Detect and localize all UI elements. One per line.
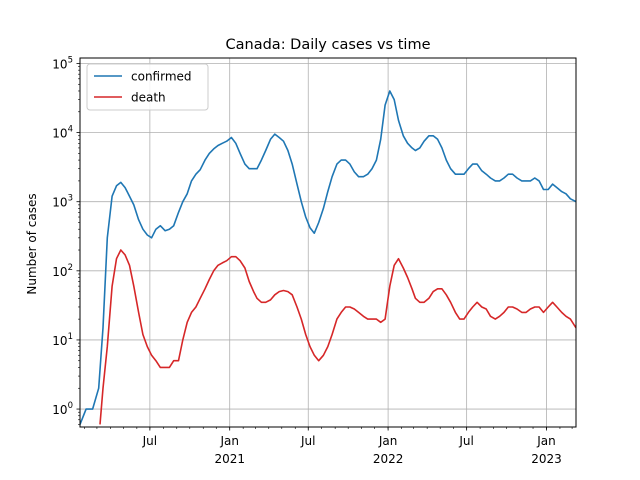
y-tick-label: 100 [52, 401, 73, 417]
x-tick-label: Jul [142, 434, 157, 448]
y-tick-label-exponent: 4 [68, 125, 73, 135]
y-tick-label: 101 [52, 332, 73, 348]
x-tick-label: Jan [378, 434, 398, 448]
y-tick-label-base: 10 [52, 57, 67, 71]
y-tick-label-exponent: 2 [68, 263, 73, 273]
x-tick-label: Jul [300, 434, 315, 448]
y-tick-label: 105 [52, 55, 73, 71]
y-tick-label-base: 10 [52, 196, 67, 210]
legend: confirmed death [86, 63, 209, 111]
y-tick-label-base: 10 [52, 127, 67, 141]
legend-label-confirmed: confirmed [131, 70, 192, 84]
y-axis-label: Number of cases [25, 193, 39, 294]
y-tick-label: 103 [52, 194, 73, 210]
plot-frame [79, 57, 577, 428]
y-tick-label-exponent: 3 [68, 194, 73, 204]
y-tick-label: 102 [52, 263, 73, 279]
y-tick-label-base: 10 [52, 334, 67, 348]
y-tick-label-exponent: 1 [68, 332, 73, 342]
series-line-confirmed [80, 90, 576, 425]
y-tick-label-base: 10 [52, 403, 67, 417]
grid [80, 58, 576, 427]
y-tick-label-exponent: 0 [68, 401, 73, 411]
x-tick-year-label: 2023 [531, 452, 562, 466]
x-tick-year-label: 2022 [373, 452, 404, 466]
x-tick-year-label: 2021 [214, 452, 245, 466]
x-tick-label: Jul [458, 434, 473, 448]
legend-label-death: death [131, 91, 166, 105]
y-tick-label-exponent: 5 [68, 55, 73, 65]
chart-title: Canada: Daily cases vs time [226, 37, 431, 53]
series-line-death [99, 249, 576, 425]
y-tick-label-base: 10 [52, 265, 67, 279]
x-tick-label: Jan [219, 434, 239, 448]
x-tick-label: Jan [536, 434, 556, 448]
series-layer [80, 90, 576, 425]
y-tick-label: 104 [52, 125, 73, 141]
